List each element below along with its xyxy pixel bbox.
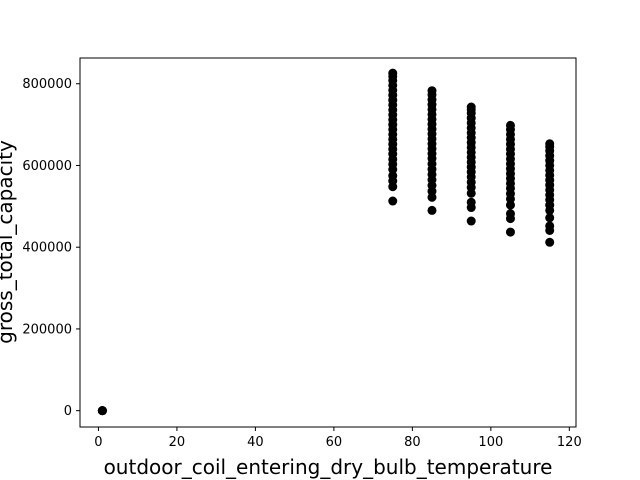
y-axis-label: gross_total_capacity <box>0 140 17 344</box>
y-tick-label: 800000 <box>22 77 72 92</box>
x-tick-label: 60 <box>326 435 343 450</box>
x-tick-label: 80 <box>404 435 421 450</box>
scatter-point <box>388 68 398 78</box>
scatter-point <box>505 227 515 237</box>
x-tick-label: 40 <box>247 435 264 450</box>
scatter-point <box>427 86 437 96</box>
y-tick-label: 400000 <box>22 241 72 256</box>
x-tick-label: 20 <box>169 435 186 450</box>
scatter-point <box>97 406 107 416</box>
y-tick-label: 0 <box>64 404 72 419</box>
data-points <box>97 68 555 416</box>
x-axis-label: outdoor_coil_entering_dry_bulb_temperatu… <box>104 455 553 479</box>
scatter-point <box>388 196 398 206</box>
scatter-point <box>466 102 476 112</box>
scatter-point <box>427 205 437 215</box>
scatter-point <box>545 237 555 247</box>
scatter-point <box>505 120 515 130</box>
scatter-point <box>466 197 476 207</box>
scatter-point <box>466 216 476 226</box>
scatter-point <box>545 221 555 231</box>
x-axis-ticks: 0 20 40 60 80 100 120 <box>94 427 582 450</box>
y-tick-label: 600000 <box>22 159 72 174</box>
x-tick-label: 0 <box>94 435 102 450</box>
y-tick-label: 200000 <box>22 322 72 337</box>
scatter-point <box>545 139 555 149</box>
plot-area <box>79 57 577 428</box>
x-tick-label: 120 <box>557 435 582 450</box>
scatter-point <box>545 213 555 223</box>
scatter-point <box>505 209 515 219</box>
x-tick-label: 100 <box>478 435 503 450</box>
y-axis-ticks: 0 200000 400000 600000 800000 <box>22 77 80 419</box>
